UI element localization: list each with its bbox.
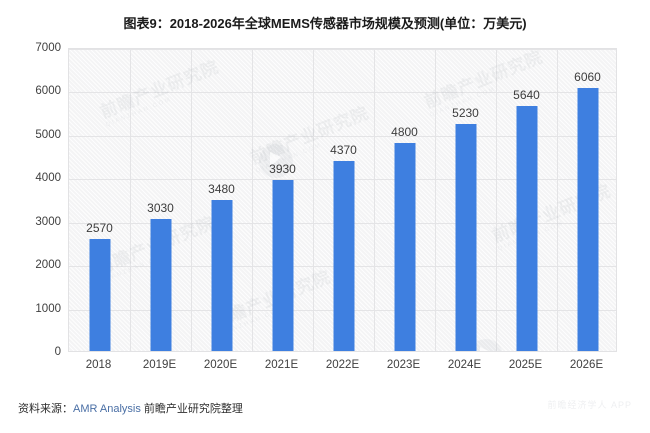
y-axis-tick-label: 7000 [35, 42, 61, 54]
y-axis-tick-label: 0 [54, 346, 61, 358]
gridline-vertical [435, 49, 436, 351]
bar-value-label: 4370 [330, 143, 357, 158]
y-axis-tick-label: 5000 [35, 128, 61, 141]
bar[interactable] [272, 180, 293, 351]
gridline-vertical [557, 49, 558, 351]
x-axis-tick-label: 2018 [85, 359, 112, 371]
bar-value-label: 3930 [269, 162, 296, 177]
bar-value-label: 3480 [208, 181, 235, 196]
bar[interactable] [394, 142, 415, 351]
x-axis-tick-label: 2025E [508, 359, 543, 371]
bar-slot: 4370 [313, 49, 374, 351]
gridline-horizontal [69, 135, 616, 137]
bar-slot: 2570 [69, 49, 130, 351]
bar[interactable] [150, 219, 171, 351]
bar-slot: 3030 [130, 49, 191, 351]
source-prefix: 资料来源： [18, 403, 73, 415]
bar-slot: 3480 [191, 49, 252, 351]
x-axis-tick-label: 2020E [203, 359, 238, 371]
bar[interactable] [211, 199, 232, 351]
bar[interactable] [333, 161, 354, 351]
gridline-vertical [496, 49, 497, 351]
bar[interactable] [516, 106, 537, 351]
bar-value-label: 4800 [391, 124, 418, 139]
x-axis-tick-label: 2021E [264, 359, 299, 371]
y-axis-tick-label: 1000 [35, 302, 61, 315]
gridline-vertical [252, 49, 253, 351]
gridline-vertical [374, 49, 375, 351]
bar-slot: 5230 [435, 49, 496, 351]
bar[interactable] [89, 239, 110, 351]
bar-value-label: 5640 [513, 88, 540, 103]
gridline-vertical [130, 49, 131, 351]
chart-title: 图表9：2018-2026年全球MEMS传感器市场规模及预测(单位：万美元) [123, 16, 527, 31]
gridline-horizontal [69, 92, 616, 94]
bar-slot: 5640 [496, 49, 557, 351]
bar[interactable] [577, 87, 598, 351]
bar[interactable] [455, 123, 476, 351]
bar-value-label: 6060 [574, 69, 601, 84]
bar-value-label: 3030 [147, 201, 174, 216]
bar-value-label: 2570 [86, 221, 113, 236]
bar-slot: 3930 [252, 49, 313, 351]
y-axis-tick-label: 3000 [35, 215, 61, 228]
x-axis-tick-label: 2019E [142, 359, 177, 371]
x-axis-tick-label: 2023E [386, 359, 421, 371]
gridline-vertical [313, 49, 314, 351]
y-axis-tick-label: 4000 [35, 172, 61, 185]
source-note: 资料来源：AMR Analysis 前瞻产业研究院整理 [18, 400, 243, 416]
bar-slot: 6060 [557, 49, 616, 351]
x-axis: 2018 2019E 2020E 2021E 2022E 2023E 2024E 2025E 2… [68, 352, 617, 378]
y-axis-tick-label: 6000 [35, 85, 61, 98]
bar-slot: 4800 [374, 49, 435, 351]
gridline-horizontal [69, 49, 616, 50]
watermark-footer: 前瞻经济学人 APP [547, 400, 632, 410]
source-suffix: 前瞻产业研究院整理 [143, 403, 243, 415]
x-axis-tick-label: 2022E [325, 359, 360, 371]
bar-value-label: 5230 [452, 105, 479, 120]
gridline-vertical [191, 49, 192, 351]
x-axis-tick-label: 2024E [447, 359, 482, 371]
source-organization: AMR Analysis [73, 403, 144, 415]
x-axis-tick-label: 2026E [569, 359, 604, 371]
y-axis-tick-label: 2000 [35, 259, 61, 272]
